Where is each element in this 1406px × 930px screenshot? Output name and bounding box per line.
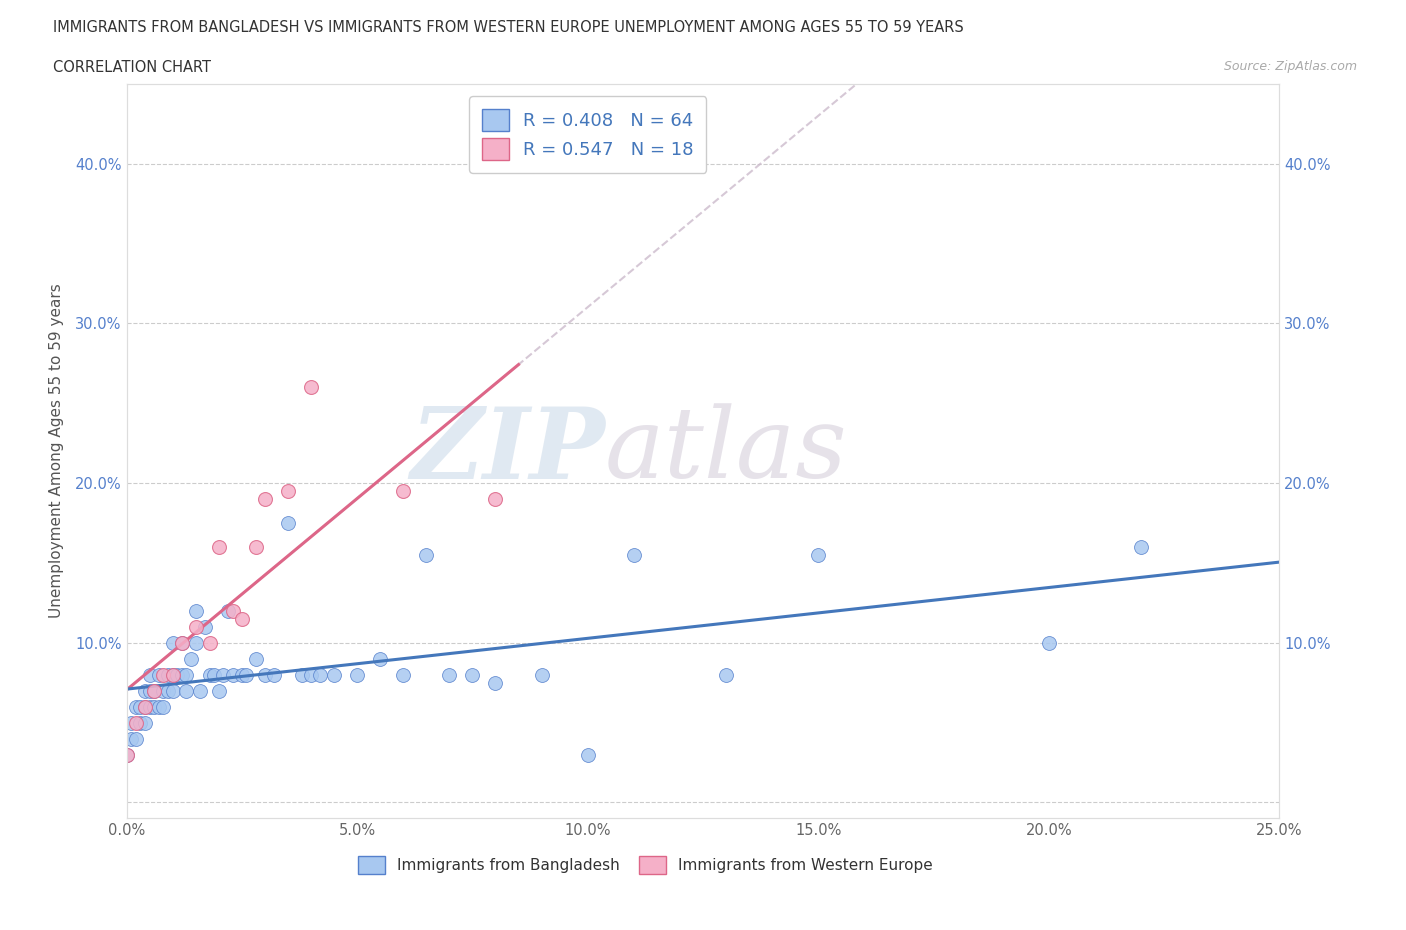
Point <box>115 747 138 762</box>
Point <box>439 667 461 682</box>
Point <box>208 539 231 554</box>
Point <box>170 635 193 650</box>
Point <box>166 667 188 682</box>
Point <box>170 667 193 682</box>
Point <box>277 515 299 530</box>
Point <box>120 715 142 730</box>
Point <box>346 667 368 682</box>
Point <box>176 667 198 682</box>
Point <box>134 684 156 698</box>
Point <box>194 619 217 634</box>
Point <box>129 715 152 730</box>
Point <box>323 667 346 682</box>
Point <box>253 667 276 682</box>
Point <box>188 684 211 698</box>
Text: Source: ZipAtlas.com: Source: ZipAtlas.com <box>1223 60 1357 73</box>
Point <box>143 684 166 698</box>
Point <box>176 684 198 698</box>
Point <box>392 667 415 682</box>
Point <box>217 604 239 618</box>
Point <box>125 699 148 714</box>
Point <box>157 684 180 698</box>
Point <box>299 667 322 682</box>
Point <box>184 619 207 634</box>
Text: CORRELATION CHART: CORRELATION CHART <box>53 60 211 75</box>
Point <box>143 684 166 698</box>
Point <box>212 667 235 682</box>
Point <box>208 684 231 698</box>
Point <box>157 667 180 682</box>
Point <box>576 747 599 762</box>
Point <box>184 635 207 650</box>
Point <box>120 731 142 746</box>
Point <box>143 699 166 714</box>
Point <box>148 699 170 714</box>
Text: IMMIGRANTS FROM BANGLADESH VS IMMIGRANTS FROM WESTERN EUROPE UNEMPLOYMENT AMONG : IMMIGRANTS FROM BANGLADESH VS IMMIGRANTS… <box>53 20 965 35</box>
Point <box>461 667 484 682</box>
Point <box>152 667 174 682</box>
Point <box>162 667 184 682</box>
Point <box>245 539 267 554</box>
Point <box>138 699 160 714</box>
Point <box>484 492 506 507</box>
Point <box>245 651 267 666</box>
Text: ZIP: ZIP <box>411 403 605 499</box>
Point <box>138 684 160 698</box>
Point <box>129 699 152 714</box>
Point <box>235 667 257 682</box>
Point <box>623 548 645 563</box>
Point <box>148 667 170 682</box>
Point <box>299 379 322 394</box>
Point <box>277 484 299 498</box>
Point <box>530 667 553 682</box>
Point <box>134 715 156 730</box>
Point <box>162 684 184 698</box>
Point <box>309 667 332 682</box>
Point <box>291 667 314 682</box>
Point <box>152 699 174 714</box>
Point <box>162 635 184 650</box>
Point <box>231 667 253 682</box>
Point <box>162 667 184 682</box>
Point <box>138 667 160 682</box>
Point <box>184 604 207 618</box>
Point <box>392 484 415 498</box>
Point <box>807 548 830 563</box>
Point <box>231 611 253 626</box>
Point <box>221 667 243 682</box>
Point <box>1038 635 1060 650</box>
Point <box>198 635 221 650</box>
Point <box>134 699 156 714</box>
Point <box>714 667 737 682</box>
Text: atlas: atlas <box>605 404 848 498</box>
Point <box>180 651 202 666</box>
Y-axis label: Unemployment Among Ages 55 to 59 years: Unemployment Among Ages 55 to 59 years <box>49 284 63 618</box>
Point <box>125 715 148 730</box>
Point <box>484 675 506 690</box>
Point <box>152 684 174 698</box>
Point <box>263 667 285 682</box>
Point <box>170 635 193 650</box>
Point <box>115 747 138 762</box>
Point <box>198 667 221 682</box>
Point <box>415 548 437 563</box>
Point <box>368 651 391 666</box>
Point <box>253 492 276 507</box>
Point <box>1130 539 1153 554</box>
Point <box>202 667 225 682</box>
Point <box>134 699 156 714</box>
Point <box>125 731 148 746</box>
Legend: Immigrants from Bangladesh, Immigrants from Western Europe: Immigrants from Bangladesh, Immigrants f… <box>352 850 939 881</box>
Point <box>221 604 243 618</box>
